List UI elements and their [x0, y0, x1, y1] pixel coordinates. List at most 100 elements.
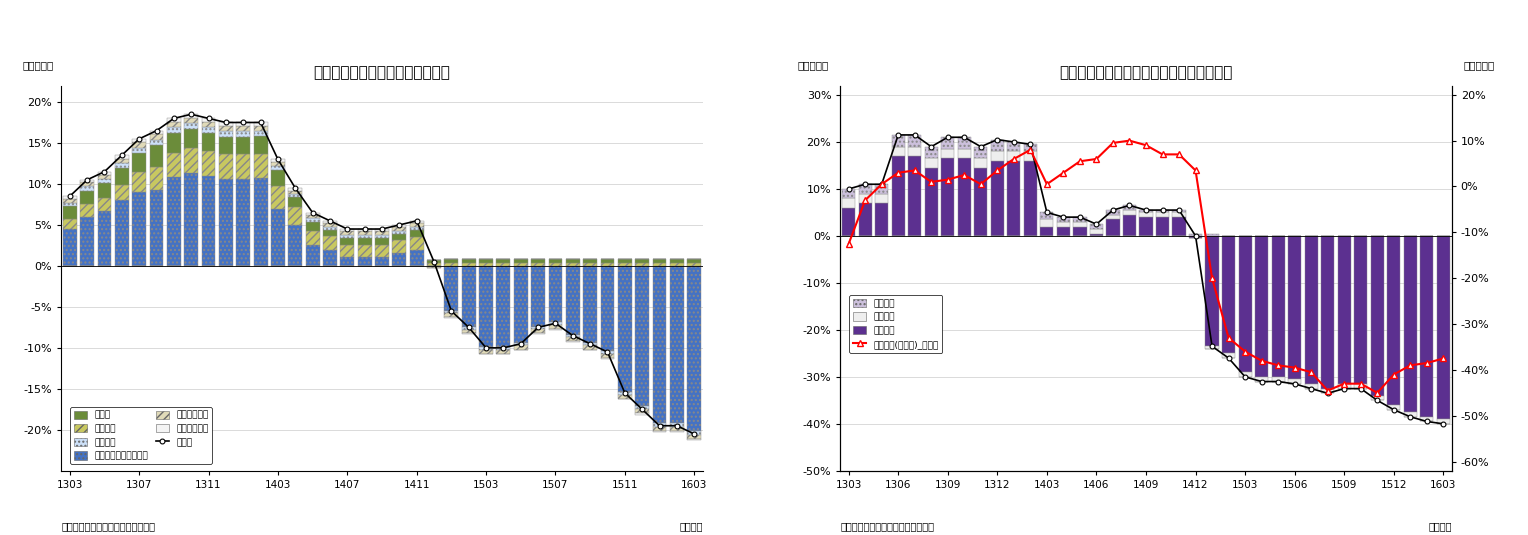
Bar: [1123, 210, 1137, 215]
Bar: [1140, 217, 1152, 236]
Bar: [941, 149, 955, 158]
Bar: [1206, 236, 1219, 346]
Bar: [1140, 210, 1152, 212]
Bar: [374, 232, 390, 235]
Bar: [150, 146, 163, 167]
Bar: [842, 208, 856, 236]
Bar: [652, 263, 666, 266]
Bar: [98, 172, 112, 175]
Bar: [374, 235, 390, 238]
Bar: [322, 236, 336, 249]
Bar: [445, 314, 458, 317]
Bar: [1337, 236, 1351, 384]
Bar: [669, 423, 685, 426]
Bar: [461, 259, 475, 263]
Bar: [79, 190, 95, 204]
Bar: [461, 330, 475, 333]
Bar: [652, 266, 666, 423]
Legend: 天然ガス, 石炭製品, 石油製品, 原油価格(ドバイ)_右目盛: 天然ガス, 石炭製品, 石油製品, 原油価格(ドバイ)_右目盛: [850, 295, 943, 353]
Bar: [497, 266, 510, 347]
Bar: [688, 259, 701, 263]
Bar: [1007, 160, 1021, 236]
Bar: [341, 257, 354, 266]
Bar: [924, 158, 938, 168]
Bar: [617, 266, 631, 392]
Bar: [322, 221, 336, 223]
Bar: [185, 173, 199, 266]
Bar: [688, 431, 701, 435]
Bar: [990, 140, 1004, 151]
Bar: [306, 221, 319, 231]
Bar: [513, 343, 527, 346]
Bar: [532, 259, 545, 263]
Bar: [341, 238, 354, 244]
Bar: [990, 160, 1004, 236]
Bar: [532, 333, 545, 334]
Bar: [63, 229, 76, 266]
Bar: [1271, 236, 1285, 377]
Bar: [1140, 212, 1152, 217]
Bar: [652, 423, 666, 426]
Bar: [185, 129, 199, 148]
Bar: [892, 156, 905, 236]
Bar: [270, 170, 284, 186]
Bar: [480, 259, 494, 263]
Bar: [428, 266, 442, 267]
Bar: [219, 179, 232, 266]
Bar: [1024, 144, 1038, 151]
Bar: [289, 225, 303, 266]
Bar: [393, 234, 406, 241]
Bar: [1057, 217, 1070, 222]
Bar: [1387, 405, 1400, 410]
Bar: [975, 158, 987, 168]
Bar: [1354, 384, 1368, 388]
Bar: [167, 127, 180, 133]
Bar: [958, 158, 970, 236]
Bar: [306, 215, 319, 218]
Bar: [1387, 236, 1400, 405]
Bar: [1288, 379, 1302, 384]
Bar: [79, 204, 95, 217]
Bar: [445, 311, 458, 314]
Title: 輸入物価（石油・石炭・天然ガス）の推移: 輸入物価（石油・石炭・天然ガス）の推移: [1059, 65, 1233, 80]
Bar: [497, 259, 510, 263]
Bar: [1354, 236, 1368, 384]
Bar: [270, 209, 284, 266]
Bar: [513, 263, 527, 266]
Bar: [1337, 384, 1351, 388]
Bar: [306, 218, 319, 221]
Bar: [859, 194, 872, 203]
Bar: [237, 179, 251, 266]
Bar: [289, 197, 303, 207]
Bar: [98, 183, 112, 198]
Bar: [1305, 384, 1317, 388]
Bar: [636, 263, 649, 266]
Bar: [584, 346, 597, 349]
Bar: [237, 137, 251, 155]
Bar: [1172, 210, 1186, 212]
Bar: [98, 198, 112, 211]
Bar: [63, 196, 76, 198]
Bar: [428, 260, 442, 263]
Bar: [1106, 215, 1120, 219]
Bar: [688, 263, 701, 266]
Bar: [98, 175, 112, 179]
Bar: [1172, 212, 1186, 217]
Bar: [115, 169, 128, 185]
Bar: [1322, 388, 1334, 393]
Bar: [892, 147, 905, 156]
Bar: [549, 325, 562, 329]
Bar: [1420, 417, 1433, 422]
Bar: [1024, 151, 1038, 160]
Bar: [842, 198, 856, 208]
Bar: [1172, 217, 1186, 236]
Bar: [876, 203, 888, 236]
Bar: [202, 127, 215, 133]
Bar: [202, 151, 215, 176]
Bar: [601, 354, 614, 358]
Bar: [393, 231, 406, 234]
Bar: [1254, 377, 1268, 381]
Title: 輸入物価指数変化率の寄与度分解: 輸入物価指数変化率の寄与度分解: [313, 65, 451, 80]
Bar: [133, 172, 147, 192]
Bar: [374, 244, 390, 257]
